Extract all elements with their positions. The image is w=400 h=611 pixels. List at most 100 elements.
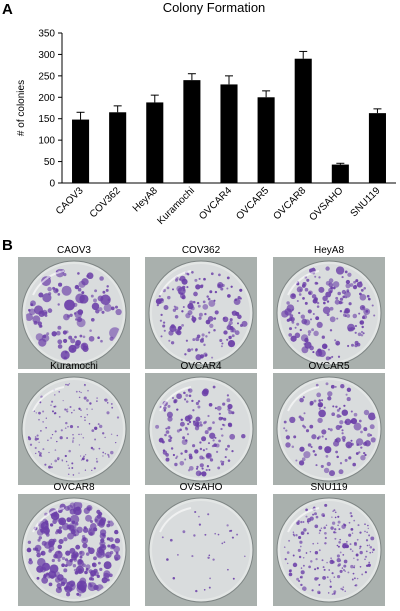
- colony: [68, 449, 71, 453]
- plate-caov3: CAOV3: [18, 245, 130, 369]
- colony: [368, 534, 371, 537]
- colony: [199, 423, 203, 427]
- colony: [34, 436, 37, 438]
- colony: [176, 393, 182, 400]
- colony: [329, 329, 333, 332]
- colony: [324, 531, 327, 535]
- colony: [206, 295, 209, 298]
- colony: [309, 550, 312, 553]
- colony: [57, 303, 60, 306]
- colony: [214, 310, 219, 315]
- colony: [184, 398, 187, 401]
- colony: [299, 540, 303, 544]
- colony: [328, 569, 331, 571]
- colony: [71, 467, 74, 469]
- colony: [107, 544, 111, 548]
- colony: [355, 584, 358, 587]
- colony: [58, 391, 60, 393]
- colony: [341, 567, 344, 569]
- colony: [61, 556, 66, 561]
- colony: [91, 577, 95, 581]
- colony: [65, 383, 67, 386]
- colony: [209, 577, 211, 580]
- colony: [289, 569, 292, 573]
- colony: [344, 544, 349, 549]
- colony: [78, 390, 81, 393]
- colony: [315, 515, 319, 519]
- colony: [323, 406, 326, 409]
- colony: [65, 460, 68, 463]
- colony: [292, 554, 295, 557]
- colony: [353, 412, 358, 417]
- colony: [304, 287, 309, 292]
- colony: [234, 330, 240, 336]
- colony: [229, 318, 233, 322]
- colony: [220, 462, 225, 466]
- colony: [65, 421, 68, 425]
- colony: [226, 524, 229, 527]
- colony: [63, 356, 67, 360]
- colony: [359, 547, 361, 550]
- colony: [296, 322, 300, 326]
- colony: [52, 519, 57, 524]
- plate-ovsaho: OVSAHO: [145, 482, 257, 606]
- colony: [75, 293, 85, 304]
- colony: [323, 467, 330, 474]
- colony: [227, 568, 229, 571]
- colony: [325, 524, 328, 526]
- colony: [110, 450, 114, 455]
- colony: [286, 562, 289, 565]
- colony: [356, 443, 360, 447]
- colony: [337, 564, 340, 567]
- colony: [80, 391, 82, 394]
- colony: [188, 453, 193, 458]
- colony: [81, 537, 89, 544]
- y-ticks: 0 50 100 150 200 250 300 350: [38, 29, 62, 190]
- colony: [83, 455, 85, 458]
- colony: [318, 399, 321, 402]
- colony: [39, 324, 43, 328]
- plate-label-heya8: HeyA8: [314, 245, 344, 256]
- colony: [73, 558, 78, 562]
- colony: [362, 314, 368, 320]
- colony: [370, 437, 376, 443]
- colony: [63, 273, 67, 277]
- colony: [28, 559, 33, 565]
- colony: [226, 287, 229, 290]
- colony: [311, 294, 317, 299]
- colony: [49, 523, 54, 527]
- colony: [102, 432, 105, 435]
- colony: [102, 455, 104, 457]
- colony: [198, 312, 203, 317]
- colony: [299, 328, 302, 332]
- colony: [160, 313, 163, 317]
- colony: [77, 287, 82, 292]
- colony: [208, 299, 216, 307]
- colony: [185, 427, 189, 431]
- colony: [81, 278, 89, 286]
- colony: [313, 330, 319, 337]
- colony: [207, 442, 211, 445]
- colony: [351, 532, 354, 534]
- plate-label-ovcar5: OVCAR5: [308, 361, 350, 372]
- colony: [170, 324, 175, 329]
- colony: [325, 382, 329, 386]
- colony: [44, 520, 49, 524]
- colony: [63, 568, 68, 573]
- colony: [341, 276, 344, 279]
- colony: [195, 348, 198, 351]
- colony: [321, 429, 327, 435]
- colony: [218, 439, 221, 443]
- colony: [101, 544, 105, 549]
- colony: [343, 523, 345, 525]
- colony: [94, 289, 98, 293]
- colony: [66, 410, 69, 413]
- colony: [96, 397, 98, 399]
- colony: [338, 407, 341, 410]
- colony: [191, 555, 194, 558]
- colony: [231, 311, 234, 314]
- colony: [56, 330, 61, 336]
- colony: [174, 306, 179, 311]
- colony: [344, 270, 348, 274]
- colony: [302, 556, 305, 559]
